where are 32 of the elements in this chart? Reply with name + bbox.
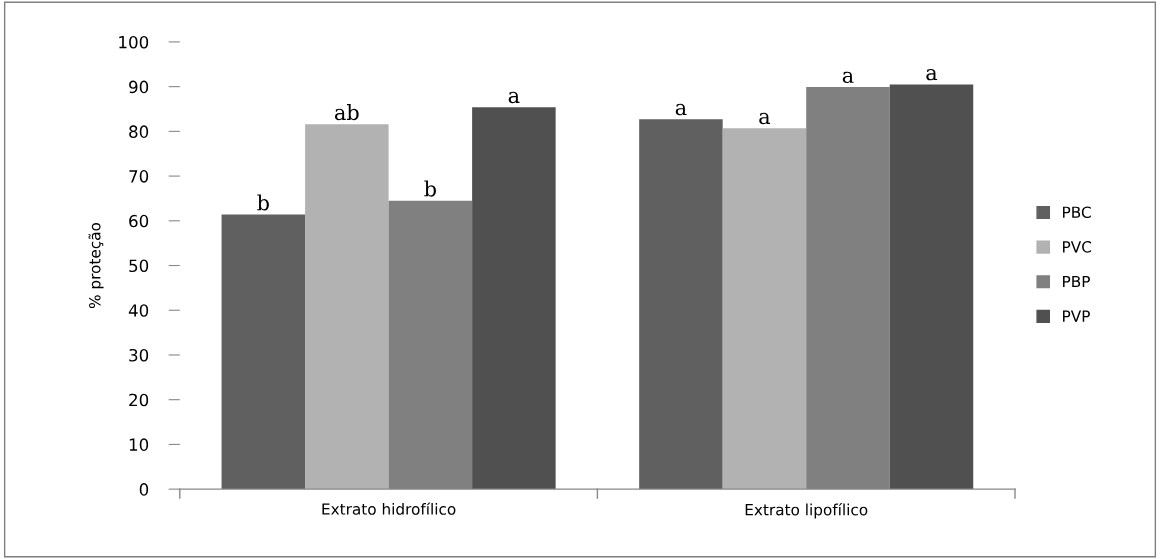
y-tick-label: 80 [129,125,149,138]
annotation: a [675,103,687,116]
annotation: b [257,194,269,211]
bar [722,128,807,490]
y-tick-label: 100 [119,35,149,49]
annotation: a [759,112,771,125]
y-axis-title: % proteção [88,222,104,309]
annotation: ab [335,104,359,121]
y-tick-label: 40 [128,304,149,317]
legend-label: PBC [1063,206,1091,218]
legend-label: PVC [1063,241,1092,253]
x-tick-label: Extrato hidrofílico [322,502,456,515]
y-tick-label: 60 [129,214,149,228]
bar [889,84,974,490]
y-tick-label: 70 [129,170,149,183]
y-tick-label: 50 [129,259,149,273]
bar [472,107,556,490]
y-tick-label: 30 [129,348,149,362]
bar [305,124,389,490]
annotation: a [842,71,854,84]
annotation: a [508,91,520,104]
legend-label: PBP [1063,275,1090,288]
bar [639,119,723,490]
annotation: a [926,68,938,81]
y-tick-label: 10 [129,438,149,451]
y-tick-label: 0 [139,483,149,496]
legend-label: PVP [1063,310,1090,322]
y-tick-label: 20 [129,393,149,407]
annotation: b [424,180,436,197]
bar [221,214,306,490]
x-tick-label: Extrato lipofílico [745,503,868,519]
y-tick-label: 90 [129,80,149,94]
